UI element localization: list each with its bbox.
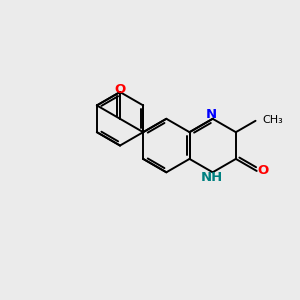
- Text: CH₃: CH₃: [263, 115, 284, 125]
- Text: N: N: [206, 107, 218, 121]
- Text: O: O: [258, 164, 269, 177]
- Text: O: O: [114, 83, 126, 96]
- Text: NH: NH: [201, 170, 223, 184]
